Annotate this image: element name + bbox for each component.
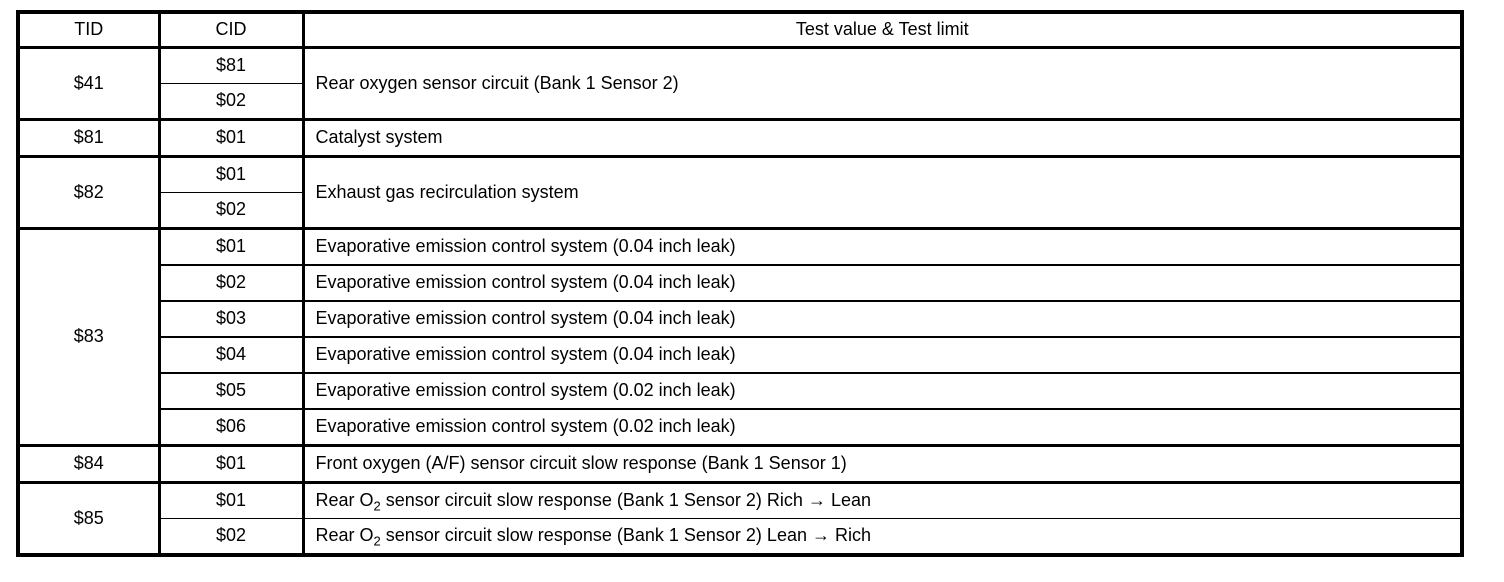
desc-text: Rear O	[315, 490, 374, 511]
cid-cell: $01	[159, 227, 305, 265]
header-test-value-limit: Test value & Test limit	[303, 12, 1462, 49]
tid-cell: $84	[18, 444, 161, 483]
desc-cell: Evaporative emission control system (0.0…	[303, 372, 1462, 409]
header-cid: CID	[159, 12, 305, 49]
desc-cell: Evaporative emission control system (0.0…	[303, 264, 1462, 301]
desc-cell: Exhaust gas recirculation system	[303, 155, 1462, 229]
cid-cell: $06	[159, 408, 305, 446]
cid-cell: $81	[159, 47, 305, 84]
desc-cell: Rear O2 sensor circuit slow response (Ba…	[303, 518, 1462, 555]
table-row: $81 $01 Catalyst system	[18, 118, 1462, 157]
cid-cell: $02	[159, 264, 305, 301]
oxygen-subscript: 2	[373, 533, 381, 549]
tid-cell: $81	[18, 118, 161, 157]
cid-cell: $04	[159, 336, 305, 373]
desc-text: sensor circuit slow response (Bank 1 Sen…	[380, 525, 871, 546]
tid-cell: $83	[18, 227, 161, 446]
desc-cell: Catalyst system	[303, 118, 1462, 157]
desc-text: sensor circuit slow response (Bank 1 Sen…	[380, 490, 871, 511]
tid-cell: $82	[18, 155, 161, 229]
tid-cell: $41	[18, 47, 161, 120]
cid-cell: $02	[159, 192, 305, 229]
diagnostic-test-table-container: TID CID Test value & Test limit $41 $81 …	[16, 10, 1464, 557]
cid-cell: $01	[159, 118, 305, 157]
cid-cell: $01	[159, 444, 305, 483]
cid-cell: $03	[159, 300, 305, 337]
table-row: $85 $01 Rear O2 sensor circuit slow resp…	[18, 481, 1462, 555]
table-row: $02 Rear O2 sensor circuit slow response…	[18, 518, 1462, 555]
desc-text: Rear O	[315, 525, 374, 546]
desc-cell: Rear oxygen sensor circuit (Bank 1 Senso…	[315, 72, 679, 93]
table-row: $02	[18, 192, 1462, 229]
header-tid: TID	[18, 12, 161, 49]
desc-cell: Evaporative emission control system (0.0…	[303, 300, 1462, 337]
cid-cell: $01	[159, 481, 305, 519]
header-row: TID CID Test value & Test limit	[18, 12, 1462, 49]
table-row: $02	[18, 83, 1462, 120]
oxygen-subscript: 2	[373, 498, 381, 514]
table-row: $04 Evaporative emission control system …	[18, 336, 1462, 373]
desc-cell: Evaporative emission control system (0.0…	[303, 336, 1462, 373]
table-row: $83 $01 Evaporative emission control sys…	[18, 227, 1462, 446]
table-row: $03 Evaporative emission control system …	[18, 300, 1462, 337]
table-row: $82 $01 Exhaust gas recirculation system	[18, 155, 1462, 229]
tid-cell: $85	[18, 481, 161, 555]
desc-cell: Rear O2 sensor circuit slow response (Ba…	[303, 481, 1462, 519]
table-row: $41 $81 Rear oxygen sensor circuit (Bank…	[18, 47, 1462, 120]
cid-cell: $05	[159, 372, 305, 409]
cid-cell: $01	[159, 155, 305, 193]
table-row: $06 Evaporative emission control system …	[18, 408, 1462, 446]
tid-cid-test-table: TID CID Test value & Test limit $41 $81 …	[16, 10, 1464, 557]
desc-cell: Evaporative emission control system (0.0…	[303, 227, 1462, 265]
cid-cell: $02	[159, 518, 305, 555]
table-row: $02 Evaporative emission control system …	[18, 264, 1462, 301]
table-row: $84 $01 Front oxygen (A/F) sensor circui…	[18, 444, 1462, 483]
table-row: $05 Evaporative emission control system …	[18, 372, 1462, 409]
desc-cell: Evaporative emission control system (0.0…	[303, 408, 1462, 446]
desc-cell: Front oxygen (A/F) sensor circuit slow r…	[303, 444, 1462, 483]
cid-cell: $02	[159, 83, 305, 120]
